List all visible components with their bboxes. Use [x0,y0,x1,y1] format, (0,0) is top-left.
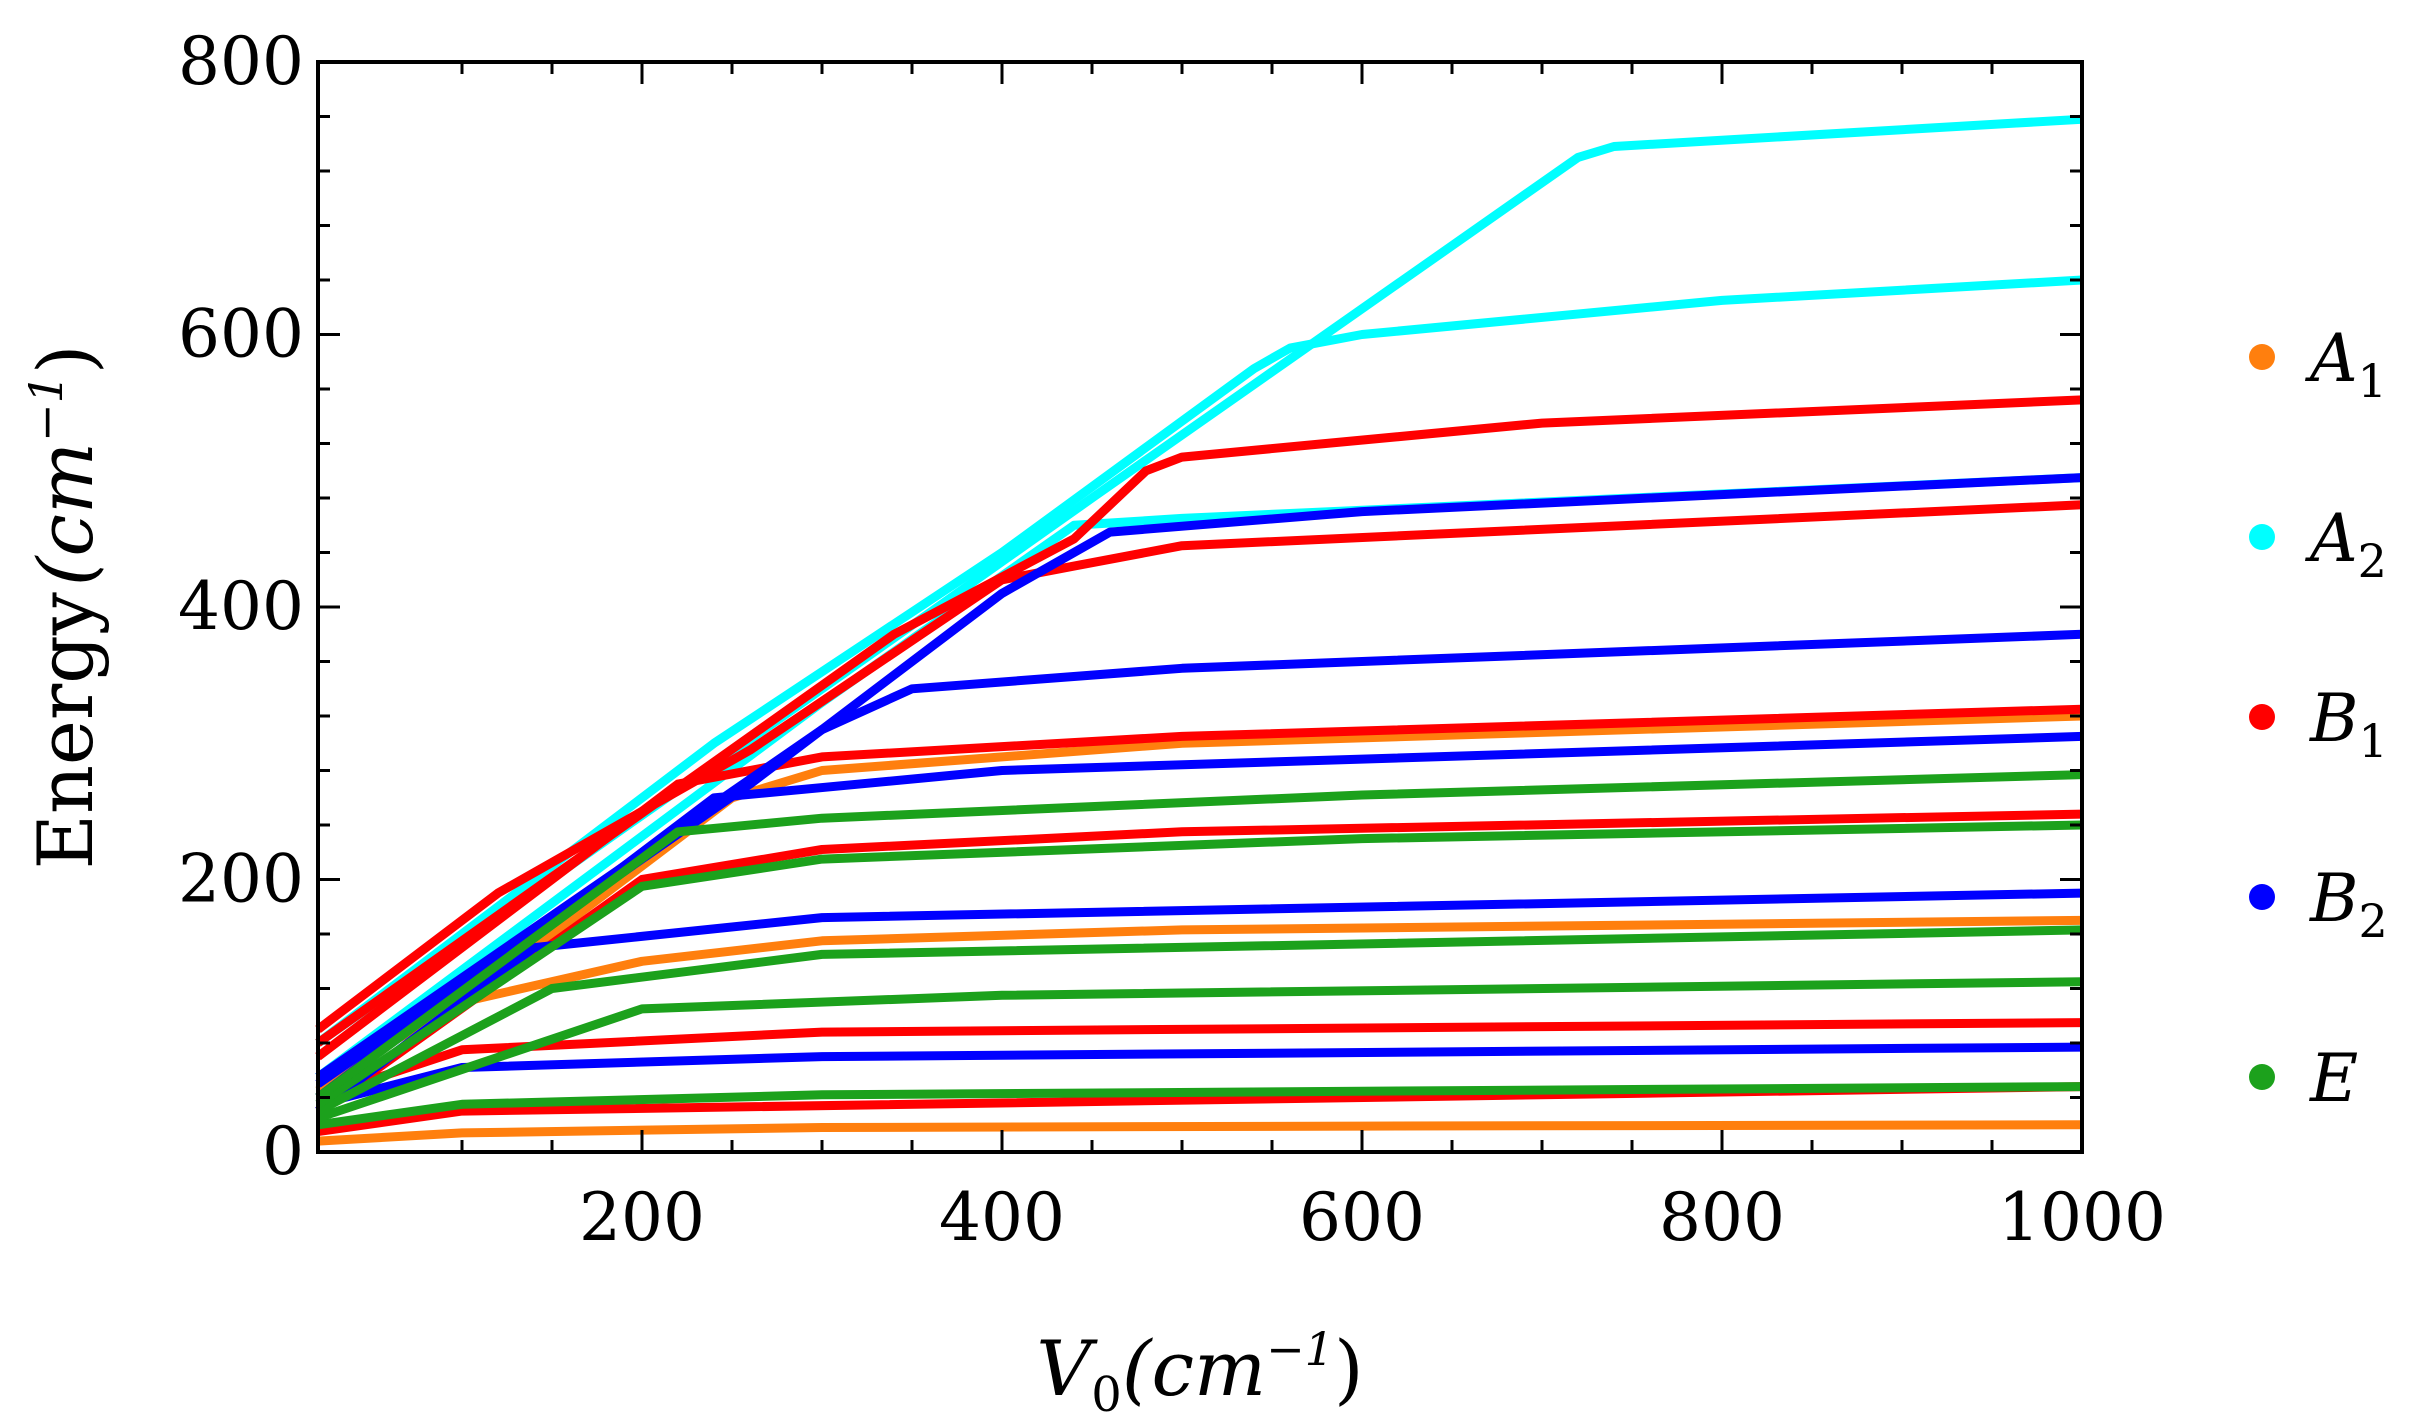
x-tick-label: 800 [1659,1179,1785,1256]
legend-label-a2: A2 [2304,500,2387,588]
series-layer [315,114,2083,1146]
x-axis-title: V0(cm−1) [1036,1322,1363,1423]
series-line-b2-12 [316,1042,2083,1109]
x-tick-label: 400 [939,1179,1065,1256]
series-line-e-19 [315,925,2083,1116]
x-tick-label: 600 [1299,1179,1425,1256]
legend-label-a1: A1 [2304,320,2387,408]
legend-label-b2: B2 [2309,860,2388,948]
y-tick-label: 600 [178,296,304,373]
legend-marker-e [2249,1064,2275,1090]
series-line-a2-3 [315,275,2083,1047]
legend-marker-b2 [2249,884,2275,910]
y-axis-title: Energy(cm−1) [19,344,110,869]
series-line-e-18 [316,977,2083,1123]
legend-marker-a2 [2249,524,2275,550]
x-tick-label: 1000 [1998,1179,2166,1256]
y-tick-label: 200 [178,841,304,918]
series-line-e-20 [315,820,2083,1109]
tick-labels-layer: 200 400 600 800 1000 0 200 400 600 800 [178,23,2166,1256]
legend-marker-a1 [2249,344,2275,370]
legend-label-b1: B1 [2309,680,2388,768]
legend-label-e: E [2309,1040,2358,1117]
ticks-layer [318,60,2084,1154]
y-tick-label: 0 [262,1113,304,1190]
series-line-e-21 [315,770,2083,1102]
series-line-a1-0 [317,1120,2083,1146]
series-line-b1-6 [317,1082,2083,1137]
legend-marker-b1 [2249,704,2275,730]
y-tick-label: 800 [178,23,304,100]
series-line-b1-11 [315,395,2083,1047]
x-tick-label: 200 [579,1179,705,1256]
legend: A1 A2 B1 B2 E [2249,320,2388,1117]
series-line-e-17 [317,1082,2083,1130]
y-tick-label: 400 [178,568,304,645]
